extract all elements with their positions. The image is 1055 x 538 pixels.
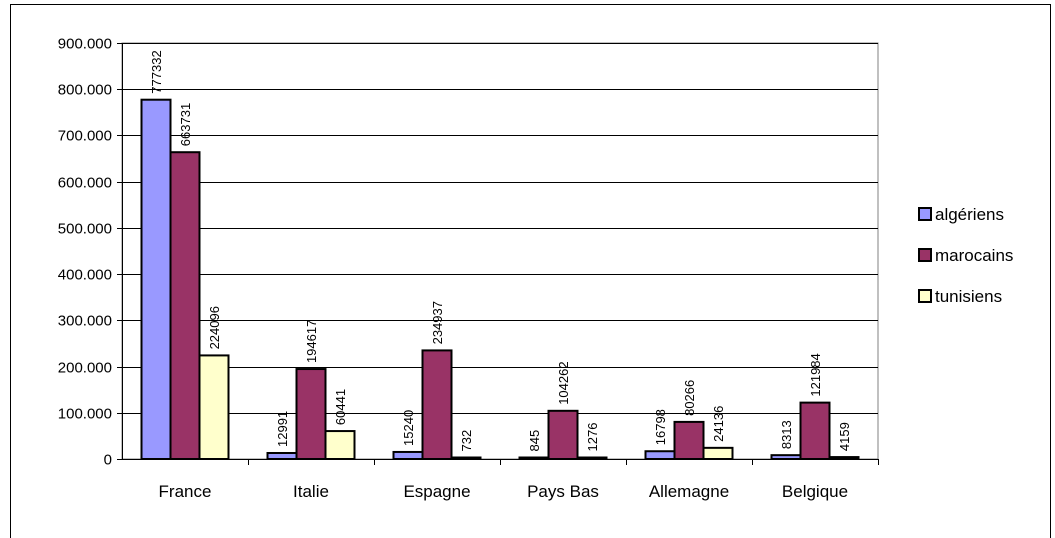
- data-label: 121984: [808, 353, 823, 396]
- legend-label: marocains: [935, 246, 1013, 265]
- data-label: 16798: [653, 409, 668, 445]
- x-category-label: Italie: [293, 482, 329, 501]
- data-label: 60441: [333, 389, 348, 425]
- bars: [140, 98, 860, 461]
- y-tick-label: 400.000: [58, 267, 112, 284]
- axes: 0 100.000 200.000 300.000 400.000 500.000 600.…: [58, 36, 879, 501]
- bar-tunisiens: [324, 430, 356, 461]
- x-category-label: Espagne: [403, 482, 470, 501]
- data-label: 80266: [682, 380, 697, 416]
- legend-label: algériens: [935, 205, 1004, 224]
- data-label: 12991: [275, 411, 290, 447]
- data-label: 104262: [556, 361, 571, 404]
- chart-frame: [10, 4, 1051, 538]
- data-label: 4159: [837, 422, 852, 451]
- y-tick-label: 0: [104, 452, 112, 469]
- bar-marocains: [673, 420, 705, 460]
- bar-marocains: [421, 349, 453, 460]
- data-label: 732: [459, 430, 474, 452]
- bar-algériens: [140, 98, 172, 460]
- data-label: 234937: [430, 301, 445, 344]
- x-category-label: Belgique: [782, 482, 848, 501]
- data-label: 663731: [178, 103, 193, 146]
- y-tick-label: 700.000: [58, 128, 112, 145]
- legend-swatch: [918, 289, 932, 303]
- y-tick-label: 800.000: [58, 82, 112, 99]
- y-tick-label: 100.000: [58, 406, 112, 423]
- data-label: 8313: [779, 420, 794, 449]
- bar-algériens: [266, 451, 298, 460]
- bar-tunisiens: [450, 456, 482, 460]
- bar-marocains: [169, 151, 201, 461]
- bar-marocains: [799, 401, 831, 460]
- legend-swatch: [918, 207, 932, 221]
- data-label: 24136: [711, 406, 726, 442]
- bar-algériens: [770, 454, 802, 460]
- data-labels: 777332 663731 224096 12991 194617 60441 15240 2…: [149, 50, 852, 451]
- data-label: 777332: [149, 50, 164, 93]
- bar-marocains: [547, 409, 579, 461]
- bar-tunisiens: [702, 446, 734, 461]
- legend: algériens marocains tunisiens: [918, 205, 1013, 306]
- bar-marocains: [295, 368, 327, 460]
- bar-tunisiens: [576, 456, 608, 460]
- bar-tunisiens: [198, 354, 230, 460]
- x-category-label: Allemagne: [649, 482, 729, 501]
- x-category-label: Pays Bas: [527, 482, 599, 501]
- y-tick-label: 200.000: [58, 360, 112, 377]
- bar-algériens: [392, 450, 424, 460]
- bar-algériens: [518, 456, 550, 460]
- data-label: 15240: [401, 410, 416, 446]
- data-label: 194617: [304, 320, 319, 363]
- bar-tunisiens: [828, 456, 860, 460]
- y-tick-label: 600.000: [58, 175, 112, 192]
- legend-swatch: [918, 248, 932, 262]
- x-category-label: France: [159, 482, 212, 501]
- y-tick-label: 900.000: [58, 36, 112, 53]
- bar-algériens: [644, 450, 676, 461]
- data-label: 224096: [207, 306, 222, 349]
- legend-label: tunisiens: [935, 287, 1002, 306]
- data-label: 845: [527, 430, 542, 452]
- gridlines: [121, 42, 879, 460]
- plot-area: [121, 42, 879, 460]
- data-label: 1276: [585, 423, 600, 452]
- y-tick-label: 500.000: [58, 221, 112, 238]
- y-tick-label: 300.000: [58, 313, 112, 330]
